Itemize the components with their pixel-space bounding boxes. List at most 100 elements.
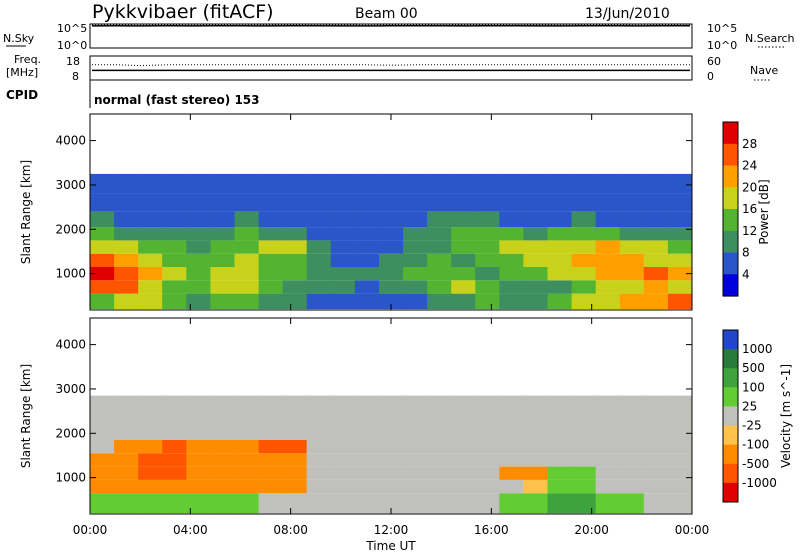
power-cell (619, 240, 645, 254)
power-cell (282, 227, 308, 241)
velocity-cell (475, 493, 500, 514)
power-y-ticks: 1000 2000 3000 4000 (55, 134, 692, 281)
velocity-cell (114, 479, 139, 494)
power-cell (114, 280, 139, 294)
power-cell (330, 240, 356, 254)
velocity-cell (427, 439, 452, 454)
velocity-cell (523, 453, 548, 467)
power-colorbar-swatch (723, 274, 738, 297)
power-cell (379, 253, 404, 267)
velocity-cell (306, 453, 332, 467)
power-cell (354, 240, 380, 254)
power-cell (475, 253, 500, 267)
power-cell (90, 280, 115, 294)
velocity-cell (499, 466, 524, 480)
power-heatmap-cells (90, 173, 693, 310)
x-tick-label: 12:00 (374, 523, 409, 537)
power-cell (427, 253, 452, 267)
power-cell (547, 227, 573, 241)
velocity-cell (258, 479, 284, 494)
velocity-cell (523, 439, 548, 454)
velocity-cell (210, 420, 235, 440)
power-cell (234, 267, 260, 281)
velocity-cell (90, 479, 115, 494)
velocity-colorbar-swatch (723, 482, 738, 503)
power-cell (210, 211, 235, 228)
velocity-cell (379, 493, 404, 514)
power-cell (475, 240, 500, 254)
velocity-cell (619, 439, 645, 454)
velocity-cell (282, 493, 308, 514)
power-cell (643, 293, 669, 310)
power-cell (595, 253, 621, 267)
velocity-cell (258, 453, 284, 467)
power-cell (210, 267, 235, 281)
power-cell (595, 267, 621, 281)
power-cell (619, 280, 645, 294)
power-cell (499, 280, 524, 294)
power-cell (354, 280, 380, 294)
power-colorbar: 4 8 12 16 20 24 28 (722, 121, 757, 297)
power-cell (162, 293, 187, 310)
power-cell (379, 293, 404, 310)
velocity-cell (523, 493, 548, 514)
plot-title: Pykkvibaer (fitACF) (92, 1, 274, 23)
velocity-cell (210, 453, 235, 467)
velocity-cell (427, 493, 452, 514)
power-cell (451, 253, 476, 267)
power-cell (306, 253, 332, 267)
time-x-ticks: 00:00 04:00 08:00 12:00 16:00 20:00 00:00 (73, 114, 709, 537)
velocity-cell (475, 439, 500, 454)
power-cell (234, 240, 260, 254)
power-cell (619, 173, 645, 194)
power-cell (475, 173, 500, 194)
power-cell (595, 211, 621, 228)
velocity-cell (547, 453, 573, 467)
velocity-cell (138, 420, 163, 440)
power-cell (330, 173, 356, 194)
power-cell (643, 253, 669, 267)
power-cell (475, 267, 500, 281)
velocity-cell (258, 439, 284, 454)
power-cell (138, 280, 163, 294)
velocity-cell (138, 453, 163, 467)
power-cell (258, 227, 284, 241)
velocity-ytick-label: 1000 (55, 471, 86, 485)
velocity-cell (354, 479, 380, 494)
velocity-y-axis-label: Slant Range [km] (19, 364, 33, 468)
power-cell (379, 240, 404, 254)
power-cell (547, 193, 573, 212)
velocity-cell (523, 479, 548, 494)
power-cell (90, 240, 115, 254)
power-cell (547, 267, 573, 281)
velocity-cell (138, 493, 163, 514)
power-cell (523, 227, 548, 241)
power-cell (499, 193, 524, 212)
velocity-cell (282, 479, 308, 494)
power-cell (330, 227, 356, 241)
velocity-cell (330, 453, 356, 467)
power-cell (427, 240, 452, 254)
power-cell (403, 227, 428, 241)
velocity-cell (427, 395, 452, 420)
power-cell (114, 227, 139, 241)
velocity-cell (667, 453, 693, 467)
velocity-cell (354, 493, 380, 514)
power-cell (547, 280, 573, 294)
velocity-cell (667, 493, 693, 514)
velocity-cell (451, 453, 476, 467)
power-cell (210, 193, 235, 212)
velocity-cell (379, 439, 404, 454)
velocity-cell (571, 479, 597, 494)
velocity-cell (258, 395, 284, 420)
velocity-colorbar-swatch (723, 330, 738, 350)
power-cell (571, 173, 597, 194)
power-cell (90, 227, 115, 241)
velocity-cell (306, 420, 332, 440)
velocity-colorbar-swatch (723, 387, 738, 407)
power-cell (354, 267, 380, 281)
power-cell (306, 267, 332, 281)
x-tick-label: 20:00 (574, 523, 609, 537)
power-cell (114, 253, 139, 267)
power-cell (571, 293, 597, 310)
